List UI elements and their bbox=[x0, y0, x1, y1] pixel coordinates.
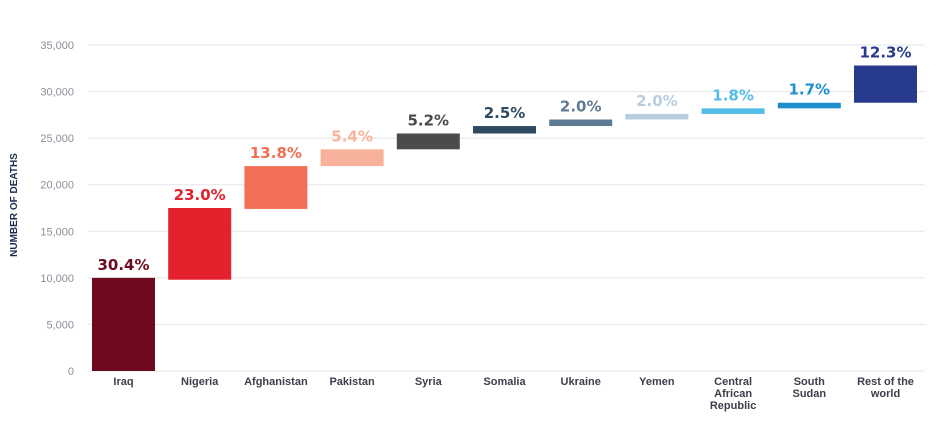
y-tick-label: 0 bbox=[68, 366, 74, 378]
data-label: 2.0% bbox=[560, 98, 602, 116]
category-label-line: world bbox=[870, 388, 900, 400]
category-label: South Sudan bbox=[792, 376, 826, 400]
category-label-line: Rest of the bbox=[857, 376, 914, 388]
data-label: 5.4% bbox=[331, 127, 373, 145]
category-label-line: Sudan bbox=[792, 388, 826, 400]
data-label: 23.0% bbox=[174, 186, 226, 204]
category-label-line: Central bbox=[714, 376, 752, 388]
y-tick-label: 15,000 bbox=[40, 226, 74, 238]
category-label: Syria bbox=[415, 376, 443, 388]
y-tick-label: 25,000 bbox=[40, 133, 74, 145]
y-axis-ticks: 0 5,000 10,000 15,000 20,000 25,000 30,000 35,0… bbox=[40, 40, 74, 378]
bar bbox=[396, 133, 460, 150]
bar bbox=[168, 208, 232, 280]
y-tick-label: 10,000 bbox=[40, 273, 74, 285]
category-label: Somalia bbox=[483, 376, 526, 388]
category-label-line: Afghanistan bbox=[244, 376, 308, 388]
category-label: Central African Republic bbox=[710, 376, 756, 412]
category-label-line: Republic bbox=[710, 400, 756, 412]
category-label: Yemen bbox=[639, 376, 675, 388]
bar bbox=[320, 149, 384, 167]
bar bbox=[92, 277, 155, 371]
category-labels: Iraq Nigeria Afghanistan Pakistan Syria Somal… bbox=[113, 376, 914, 412]
bar bbox=[625, 113, 689, 120]
percent-labels: 30.4% 23.0% 13.8% 5.4% 5.2% 2.5% 2.0% 2.0% 1.8% 1… bbox=[97, 43, 911, 273]
data-label: 12.3% bbox=[859, 43, 911, 61]
category-label-line: Pakistan bbox=[329, 376, 375, 388]
category-label: Rest of the world bbox=[857, 376, 914, 400]
category-label-line: Nigeria bbox=[181, 376, 219, 388]
category-label-line: South bbox=[794, 376, 825, 388]
data-label: 2.0% bbox=[636, 92, 678, 110]
category-label-line: Ukraine bbox=[561, 376, 601, 388]
category-label: Afghanistan bbox=[244, 376, 308, 388]
category-label-line: Somalia bbox=[483, 376, 526, 388]
data-label: 1.7% bbox=[788, 81, 830, 99]
y-tick-label: 5,000 bbox=[46, 319, 74, 331]
category-label-line: Yemen bbox=[639, 376, 675, 388]
y-tick-label: 30,000 bbox=[40, 87, 74, 99]
category-label: Nigeria bbox=[181, 376, 219, 388]
category-label-line: Iraq bbox=[113, 376, 133, 388]
data-label: 30.4% bbox=[97, 256, 149, 274]
bar bbox=[473, 126, 536, 134]
category-label-line: African bbox=[714, 388, 752, 400]
data-label: 5.2% bbox=[407, 111, 449, 129]
data-label: 1.8% bbox=[712, 86, 754, 104]
bar bbox=[701, 108, 765, 114]
data-label: 13.8% bbox=[250, 144, 302, 162]
category-label-line: Syria bbox=[415, 376, 443, 388]
bar bbox=[244, 166, 308, 209]
bar bbox=[549, 119, 613, 127]
category-label: Pakistan bbox=[329, 376, 375, 388]
y-tick-label: 35,000 bbox=[40, 40, 74, 52]
bar bbox=[854, 65, 917, 103]
category-label: Iraq bbox=[113, 376, 133, 388]
category-label: Ukraine bbox=[561, 376, 601, 388]
data-label: 2.5% bbox=[484, 104, 526, 122]
bars bbox=[92, 65, 917, 371]
bar bbox=[777, 102, 841, 109]
y-tick-label: 20,000 bbox=[40, 180, 74, 192]
y-axis-title: NUMBER OF DEATHS bbox=[9, 153, 20, 257]
